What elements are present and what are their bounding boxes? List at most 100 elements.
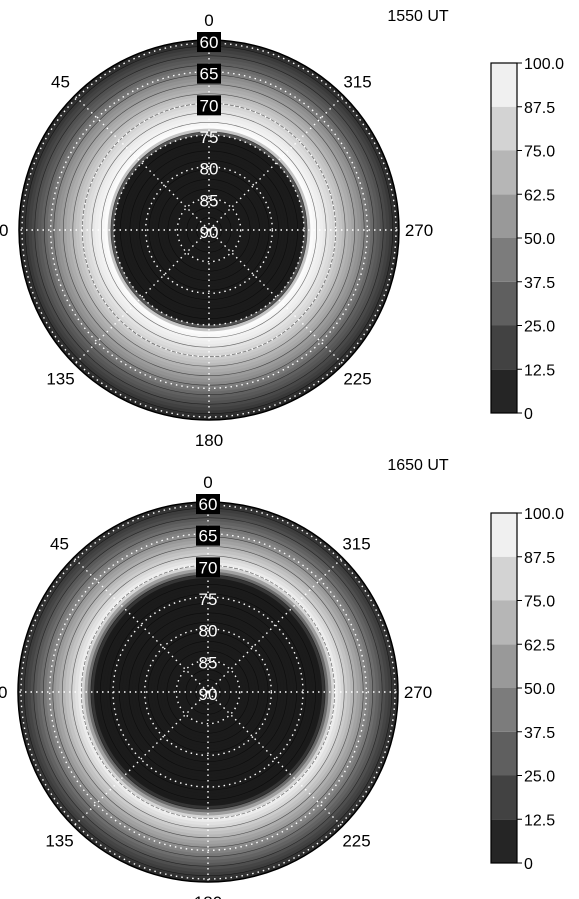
contour-line (196, 217, 222, 243)
meridian-label: 0 (204, 11, 213, 30)
colorbar-segment (491, 150, 517, 195)
contour-line (128, 612, 288, 772)
colorbar-segment (491, 775, 517, 820)
latitude-label-bg (197, 95, 221, 116)
meridian-labels: 0 45 90 135 180 225 270 315 (0, 473, 432, 899)
time-label: 1550 UT (387, 8, 449, 25)
colorbar-segment (491, 556, 517, 601)
meridian-label: 0 (203, 473, 212, 492)
meridian-label: 180 (194, 893, 222, 899)
contour-line (62, 546, 354, 838)
meridian-label: 270 (405, 221, 433, 240)
meridian-label: 225 (342, 832, 370, 851)
polar-plot-1: 60 65 70 75 80 85 90 0 45 90 135 180 225 270 315 1550 U… (0, 8, 564, 450)
colorbar-segment (491, 644, 517, 688)
contour-line (129, 150, 289, 310)
colorbar-tick-label: 87.5 (524, 550, 555, 567)
meridian-label: 270 (404, 683, 432, 702)
colorbar-tick-label: 75.0 (524, 594, 555, 611)
colorbar-segment (491, 194, 517, 238)
meridian-label: 135 (45, 832, 73, 851)
meridian-label: 90 (0, 221, 8, 240)
grid-circle (49, 70, 369, 390)
contour-line (109, 593, 307, 791)
colorbar-tick-label: 37.5 (524, 725, 555, 742)
latitude-label: 90 (199, 685, 218, 704)
latitude-label-bg (196, 557, 220, 578)
latitude-label: 80 (199, 622, 218, 641)
time-label: 1650 UT (387, 457, 449, 474)
colorbar-tick-label: 12.5 (524, 362, 555, 379)
latitude-label: 65 (200, 65, 219, 84)
colorbar-tick-label: 100.0 (524, 56, 564, 73)
latitude-label: 60 (199, 495, 218, 514)
contour-line (100, 584, 316, 800)
latitude-label: 65 (199, 527, 218, 546)
latitude-labels: 60 65 70 75 80 85 90 (196, 494, 220, 704)
meridian-labels: 0 45 90 135 180 225 270 315 (0, 11, 433, 450)
colorbar-tick-label: 62.5 (524, 187, 555, 204)
contour-line (204, 688, 212, 696)
colorbar-tick-label: 50.0 (524, 681, 555, 698)
colorbar-tick-label: 12.5 (524, 812, 555, 829)
colorbar-tick-label: 25.0 (524, 769, 555, 786)
colorbar-segment (491, 688, 517, 732)
contour-line (139, 160, 279, 300)
latitude-labels: 60 65 70 75 80 85 90 (197, 32, 221, 242)
grid-circle (143, 627, 273, 757)
contour-line (33, 517, 383, 867)
colorbar-tick-label: 0 (524, 406, 533, 423)
latitude-label-bg (197, 63, 221, 84)
colorbar-segment (491, 63, 517, 107)
colorbar-segment (491, 600, 517, 645)
meridian-label: 315 (342, 535, 370, 554)
colorbar-tick-label: 25.0 (524, 319, 555, 336)
colorbar-segment (491, 106, 517, 151)
latitude-label: 85 (200, 191, 219, 210)
latitude-label: 75 (200, 128, 219, 147)
colorbar-segment (491, 513, 517, 557)
colorbar-segment (491, 369, 517, 413)
contour-line (72, 93, 346, 367)
contour-line (34, 55, 384, 405)
latitude-label: 85 (199, 653, 218, 672)
latitude-label: 75 (199, 590, 218, 609)
contour-line (63, 84, 355, 376)
contour-line (71, 555, 345, 829)
contour-line (195, 679, 221, 705)
latitude-label: 60 (200, 33, 219, 52)
latitude-label: 70 (200, 96, 219, 115)
meridian-label: 90 (0, 683, 7, 702)
contour-line (101, 122, 317, 338)
grid-circle (175, 659, 241, 725)
latitude-label-bg (197, 32, 221, 52)
meridian-label: 45 (51, 73, 70, 92)
colorbar-tick-label: 75.0 (524, 144, 555, 161)
colorbar-tick-label: 87.5 (524, 100, 555, 117)
contour-line (110, 131, 308, 329)
colorbar-tick-label: 37.5 (524, 275, 555, 292)
colorbar-tick-label: 0 (524, 856, 533, 873)
contour-line (138, 622, 278, 762)
contour-line (205, 226, 213, 234)
colorbar-tick-label: 50.0 (524, 231, 555, 248)
colorbar: 100.0 87.5 75.0 62.5 50.0 37.5 25.0 12.5 0 (490, 506, 564, 873)
latitude-label: 70 (199, 558, 218, 577)
polar-plot-2: 60 65 70 75 80 85 90 0 45 90 135 180 225 270 315 1650 U… (0, 457, 564, 899)
meridian-label: 45 (50, 535, 69, 554)
colorbar-tick-label: 62.5 (524, 637, 555, 654)
colorbar-segment (491, 281, 517, 326)
grid-circle (176, 197, 242, 263)
meridian-label: 180 (195, 431, 223, 450)
colorbar: 100.0 87.5 75.0 62.5 50.0 37.5 25.0 12.5 0 (490, 56, 564, 423)
colorbar-segment (491, 731, 517, 776)
colorbar-segment (491, 238, 517, 282)
colorbar-segment (491, 819, 517, 863)
contour-line (166, 650, 250, 734)
grid-circle (144, 165, 274, 295)
meridian-label: 135 (46, 370, 74, 389)
contour-line (147, 631, 269, 753)
colorbar-tick-label: 100.0 (524, 506, 564, 523)
contour-line (167, 188, 251, 272)
